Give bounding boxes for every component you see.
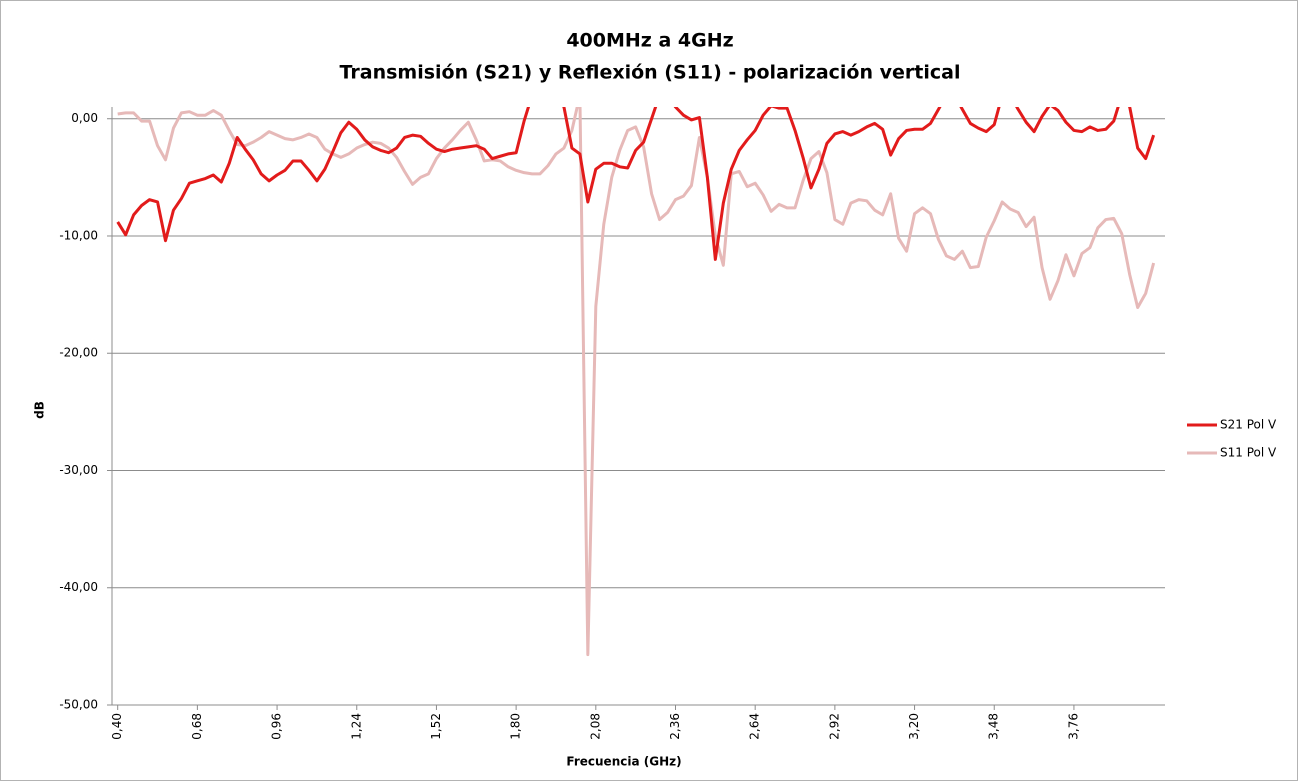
legend-label: S11 Pol V bbox=[1220, 446, 1277, 460]
x-tick-label: 1,52 bbox=[429, 713, 443, 740]
x-tick-label: 2,08 bbox=[588, 713, 602, 740]
y-tick-label: 0,00 bbox=[71, 111, 98, 125]
x-tick-label: 1,24 bbox=[349, 713, 363, 740]
y-tick-label: -30,00 bbox=[59, 463, 98, 477]
chart-subtitle: Transmisión (S21) y Reflexión (S11) - po… bbox=[340, 62, 961, 84]
chart-title: 400MHz a 4GHz bbox=[566, 30, 733, 52]
x-tick-label: 2,64 bbox=[748, 713, 762, 740]
x-tick-label: 0,68 bbox=[190, 713, 204, 740]
x-tick-label: 0,96 bbox=[270, 713, 284, 740]
y-tick-label: -40,00 bbox=[59, 580, 98, 594]
x-tick-label: 3,20 bbox=[907, 713, 921, 740]
series-line bbox=[116, 107, 1156, 261]
x-tick-label: 2,36 bbox=[668, 713, 682, 740]
x-tick-label: 3,48 bbox=[987, 713, 1001, 740]
x-tick-label: 1,80 bbox=[509, 713, 523, 740]
legend-label: S21 Pol V bbox=[1220, 418, 1277, 432]
y-tick-label: -20,00 bbox=[59, 346, 98, 360]
plot-lines bbox=[116, 107, 1156, 657]
x-tick-label: 0,40 bbox=[110, 713, 124, 740]
x-axis-title: Frecuencia (GHz) bbox=[566, 755, 681, 769]
x-tick-label: 3,76 bbox=[1066, 713, 1080, 740]
x-tick-label: 2,92 bbox=[827, 713, 841, 740]
y-tick-label: -50,00 bbox=[59, 698, 98, 712]
y-axis-title: dB bbox=[33, 401, 47, 419]
y-tick-label: -10,00 bbox=[59, 228, 98, 242]
series-line bbox=[117, 107, 1156, 657]
